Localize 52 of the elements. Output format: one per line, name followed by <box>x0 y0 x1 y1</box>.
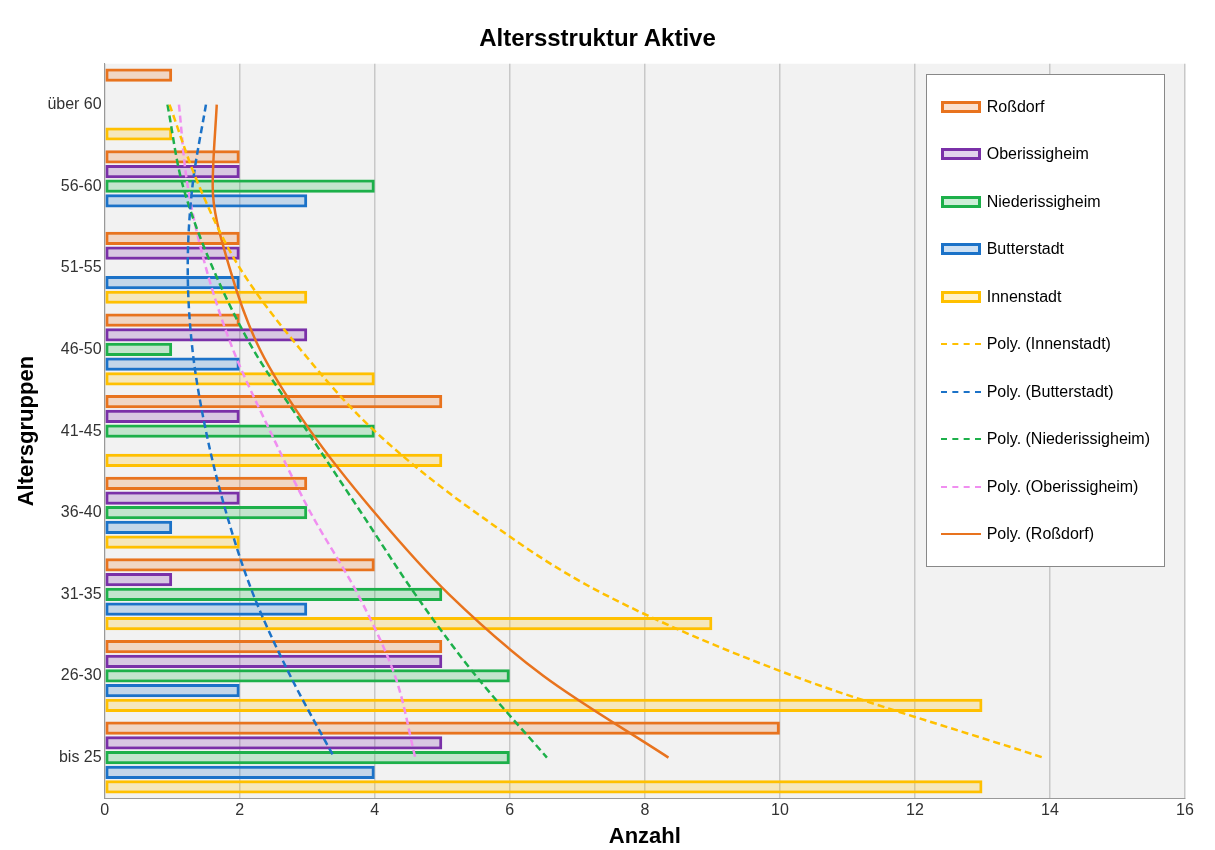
bar <box>105 535 240 549</box>
bar <box>105 328 308 342</box>
bar <box>105 313 240 327</box>
legend-label: Poly. (Niederissigheim) <box>986 430 1150 449</box>
y-tick-label: 51-55 <box>60 258 102 276</box>
bar <box>105 780 983 794</box>
bar <box>105 520 173 535</box>
y-tick-label: 31-35 <box>60 584 102 602</box>
x-tick-label: 10 <box>770 801 789 819</box>
y-tick-label: 41-45 <box>60 421 102 439</box>
bar <box>105 750 510 765</box>
y-tick-label: 56-60 <box>60 176 102 194</box>
y-tick-label: über 60 <box>47 95 102 113</box>
bar <box>105 506 308 520</box>
x-tick-label: 8 <box>640 801 650 819</box>
x-tick-label: 2 <box>235 801 245 819</box>
x-tick-label: 6 <box>505 801 515 819</box>
bar <box>105 409 240 424</box>
bar <box>105 476 308 490</box>
bar <box>105 164 240 179</box>
legend-label: Roßdorf <box>986 97 1045 116</box>
bar <box>105 654 443 668</box>
bar <box>105 342 173 357</box>
bar <box>105 68 173 82</box>
bar <box>105 765 375 779</box>
legend-label: Oberissigheim <box>986 145 1089 164</box>
legend-label: Poly. (Roßdorf) <box>986 525 1094 544</box>
bar <box>105 639 443 654</box>
y-axis-title: Altersgruppen <box>13 355 39 507</box>
y-tick-label: 26-30 <box>60 666 102 684</box>
bar <box>105 684 240 698</box>
legend-label: Poly. (Butterstadt) <box>986 382 1114 401</box>
x-tick-label: 12 <box>906 801 924 819</box>
legend-label: Butterstadt <box>986 240 1065 259</box>
y-tick-label: 46-50 <box>60 339 102 357</box>
x-tick-label: 4 <box>370 801 380 819</box>
x-tick-label: 14 <box>1041 801 1059 819</box>
bar <box>105 558 375 572</box>
y-tick-label: bis 25 <box>58 748 102 765</box>
bar <box>105 736 443 750</box>
y-tick-label: 36-40 <box>60 503 102 521</box>
legend-label: Innenstadt <box>986 287 1062 306</box>
legend-label: Niederissigheim <box>986 192 1101 211</box>
x-axis-title: Anzahl <box>608 822 681 848</box>
x-tick-label: 16 <box>1176 801 1194 819</box>
x-tick-label: 0 <box>100 801 110 819</box>
bar <box>105 127 173 141</box>
bar <box>105 573 173 587</box>
legend-label: Poly. (Innenstadt) <box>986 335 1111 354</box>
chart-title: Altersstruktur Aktive <box>479 24 716 52</box>
bar <box>105 491 240 505</box>
legend-label: Poly. (Oberissigheim) <box>986 477 1139 496</box>
